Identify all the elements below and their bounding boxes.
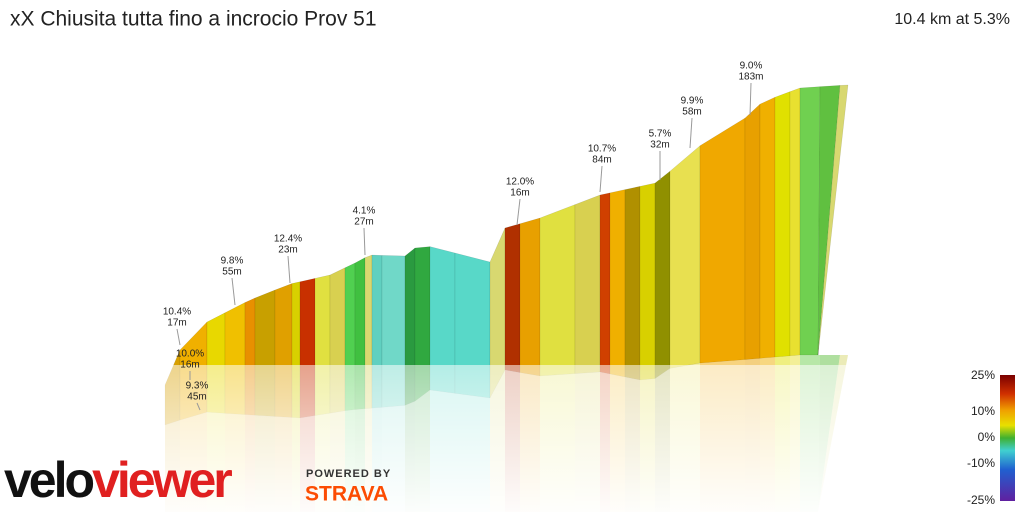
annotation-leader xyxy=(516,198,521,226)
profile-segment xyxy=(799,86,821,356)
annotations: 10.4%17m10.0%16m9.3%45m9.8%55m12.4%23m4.… xyxy=(163,61,764,411)
profile-segment xyxy=(817,84,849,356)
annotation-length: 16m xyxy=(180,360,199,371)
annotation-length: 27m xyxy=(354,217,373,228)
annotation-grade: 4.1% xyxy=(353,206,376,217)
annotation-grade: 10.0% xyxy=(176,349,204,360)
annotation-leader xyxy=(287,255,291,284)
profile-segment xyxy=(744,103,761,360)
legend-tick: 10% xyxy=(971,404,995,418)
profile-segment xyxy=(789,87,801,357)
annotation-leader xyxy=(176,328,181,346)
profile-segment xyxy=(609,189,626,378)
annotation-grade: 10.7% xyxy=(588,144,616,155)
profile-segment xyxy=(699,117,746,364)
annotation-length: 17m xyxy=(167,318,186,329)
profile-segment xyxy=(759,96,776,359)
profile-segment xyxy=(624,186,641,381)
annotation-length: 183m xyxy=(738,72,763,83)
legend-tick: 0% xyxy=(978,430,996,444)
annotation-grade: 12.4% xyxy=(274,234,302,245)
annotation-length: 23m xyxy=(278,245,297,256)
legend-tick: 25% xyxy=(971,368,995,382)
profile-segment xyxy=(774,91,791,358)
powered-by: POWERED BY xyxy=(306,468,391,480)
annotation-leader xyxy=(231,277,236,306)
annotation-leader xyxy=(749,82,752,116)
logo: veloviewer xyxy=(4,452,232,508)
reflection-fade xyxy=(160,365,860,512)
annotation-grade: 9.3% xyxy=(186,381,209,392)
annotation-grade: 10.4% xyxy=(163,307,191,318)
annotation-length: 84m xyxy=(592,155,611,166)
profile-segment xyxy=(574,194,601,374)
annotation-length: 58m xyxy=(682,107,701,118)
profile-segment xyxy=(599,192,611,375)
profile-segment xyxy=(519,217,541,377)
legend-scale xyxy=(1000,375,1015,501)
profile-segment xyxy=(669,145,701,369)
profile-segment xyxy=(504,223,521,373)
annotation-grade: 5.7% xyxy=(649,129,672,140)
summary: 10.4 km at 5.3% xyxy=(894,11,1010,28)
annotation-leader xyxy=(196,402,201,411)
annotation-grade: 9.9% xyxy=(681,96,704,107)
annotation-grade: 9.0% xyxy=(740,61,763,72)
annotation-length: 45m xyxy=(187,392,206,403)
profile-segment xyxy=(639,182,656,381)
legend-tick: -10% xyxy=(967,456,995,470)
annotation-leader xyxy=(599,165,603,193)
legend-tick: -25% xyxy=(967,493,995,507)
logo-velo: velo xyxy=(4,452,94,508)
strava: STRAVA xyxy=(305,483,388,506)
annotation-length: 55m xyxy=(222,267,241,278)
profile-segment xyxy=(539,204,576,377)
annotation-leader xyxy=(363,227,366,256)
annotation-length: 32m xyxy=(650,140,669,151)
legend: 25% 10% 0% -10% -25% xyxy=(967,368,995,507)
annotation-grade: 12.0% xyxy=(506,177,534,188)
annotation-leader xyxy=(689,117,693,149)
profile-segment xyxy=(654,170,671,380)
title: xX Chiusita tutta fino a incrocio Prov 5… xyxy=(10,8,377,31)
annotation-grade: 9.8% xyxy=(221,256,244,267)
logo-viewer: viewer xyxy=(92,452,232,508)
annotation-length: 16m xyxy=(510,188,529,199)
